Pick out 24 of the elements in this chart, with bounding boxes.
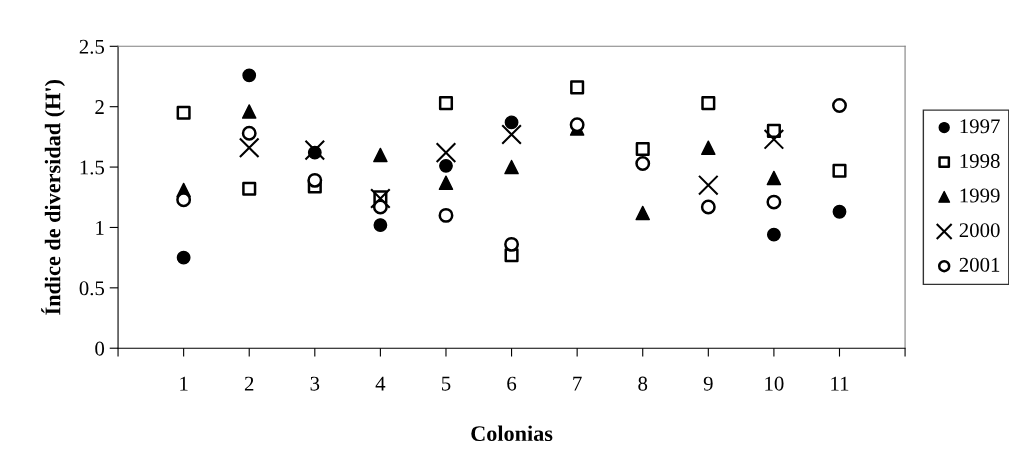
x-tick-label: 2	[244, 376, 254, 391]
y-tick-label: 2.5	[79, 39, 105, 54]
legend-label: 1999	[960, 188, 1000, 203]
x-tick-label: 1	[180, 376, 188, 391]
y-tick-label: 1.5	[80, 160, 105, 175]
legend-label: 2000	[959, 223, 1000, 238]
x-tick-label: 6	[507, 376, 517, 391]
x-tick-label: 5	[441, 376, 451, 391]
x-tick-label: 4	[375, 376, 386, 391]
x-tick-label: 7	[573, 376, 582, 391]
y-tick-label: 1	[96, 220, 104, 235]
y-axis-title: Índice de diversidad (H')	[41, 80, 65, 315]
x-axis-title: Colonias	[471, 425, 553, 442]
legend-label: 1997	[960, 119, 1000, 134]
x-tick-label: 11	[831, 376, 849, 391]
y-tick-label: 0.5	[79, 281, 105, 296]
x-tick-label: 9	[703, 376, 713, 391]
x-tick-label: 10	[765, 376, 784, 391]
y-tick-label: 0	[95, 341, 105, 356]
legend-label: 2001	[959, 257, 1000, 272]
x-tick-label: 8	[638, 376, 648, 391]
legend-label: 1998	[960, 153, 1000, 168]
x-tick-label: 3	[310, 376, 320, 391]
y-tick-label: 2	[95, 100, 104, 114]
